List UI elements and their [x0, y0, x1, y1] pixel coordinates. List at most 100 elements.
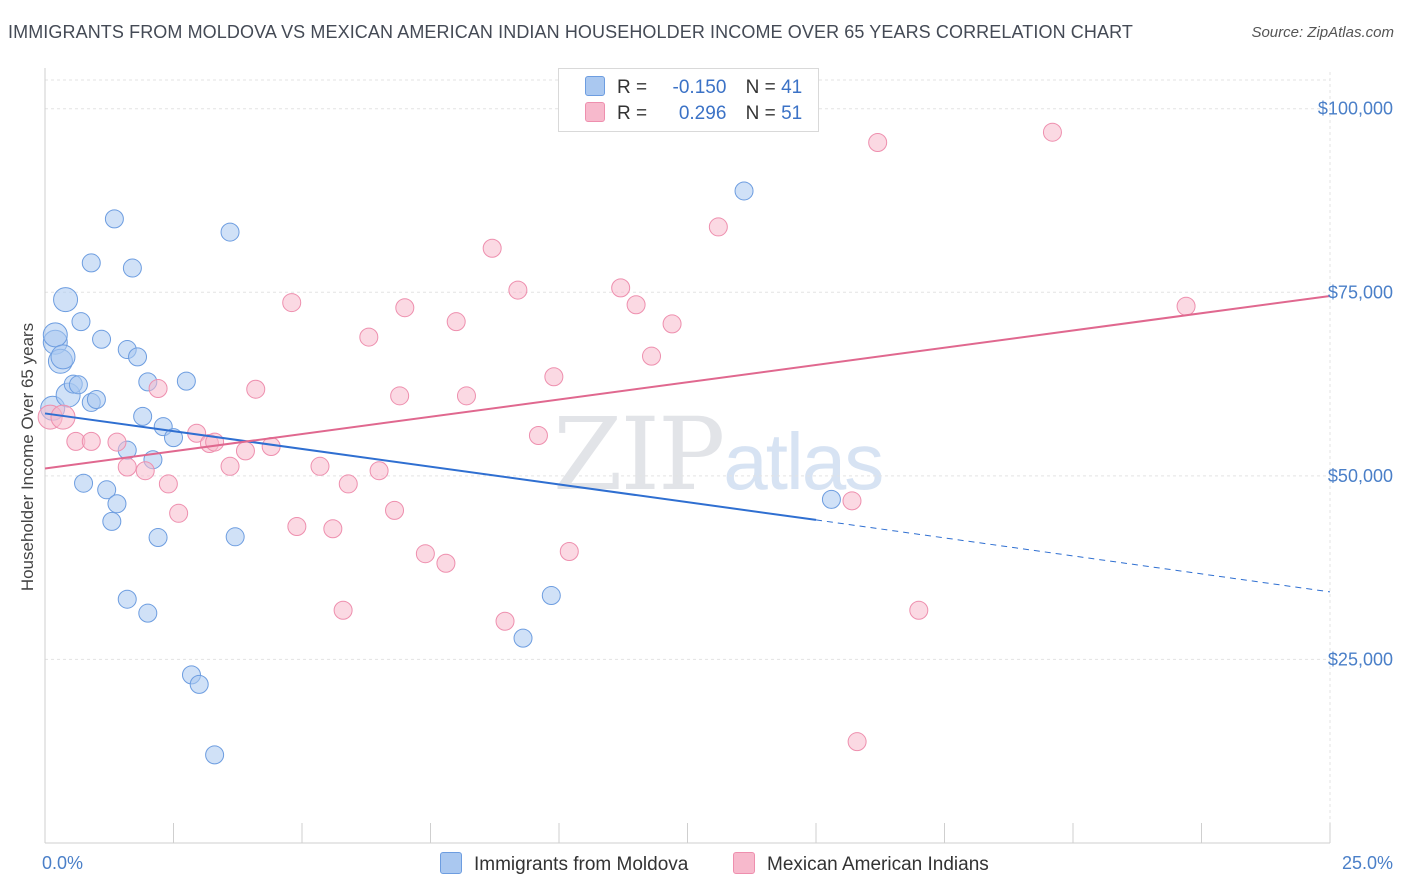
point-mexican	[446, 312, 466, 332]
legend-swatch-mexican	[585, 102, 605, 122]
point-moldova	[53, 287, 79, 313]
point-moldova	[86, 389, 106, 409]
trend-line-moldova	[44, 412, 817, 521]
point-moldova	[821, 489, 841, 509]
data-points	[37, 122, 1196, 765]
point-mexican	[482, 238, 502, 258]
watermark-atlas: atlas	[723, 417, 884, 506]
point-mexican	[847, 732, 867, 752]
point-moldova	[102, 511, 122, 531]
legend-row-moldova: R = -0.150 N = 41	[585, 76, 802, 100]
point-moldova	[97, 480, 117, 500]
x-tick-label: 25.0%	[1342, 853, 1393, 873]
point-moldova	[220, 222, 240, 242]
axes	[44, 68, 1331, 844]
point-mexican	[220, 456, 240, 476]
point-moldova	[71, 312, 91, 332]
point-mexican	[662, 314, 682, 334]
grid-lines	[45, 72, 1331, 843]
legend-swatch-moldova	[585, 76, 605, 96]
point-mexican	[333, 600, 353, 620]
point-mexican	[148, 378, 168, 398]
point-moldova	[74, 473, 94, 493]
legend-n-label: N =	[745, 77, 776, 98]
point-mexican	[508, 280, 528, 300]
point-mexican	[246, 379, 266, 399]
point-mexican	[611, 278, 631, 298]
trend-line-moldova-extension	[815, 519, 1331, 593]
point-mexican	[436, 553, 456, 573]
point-mexican	[390, 386, 410, 406]
point-moldova	[513, 628, 533, 648]
point-mexican	[107, 432, 127, 452]
series-label-mexican: Mexican American Indians	[767, 854, 989, 875]
y-tick-label: $100,000	[1318, 99, 1393, 119]
source-label: Source: ZipAtlas.com	[1251, 24, 1394, 41]
trend-lines	[44, 294, 1331, 593]
point-mexican	[135, 461, 155, 481]
chart-title: IMMIGRANTS FROM MOLDOVA VS MEXICAN AMERI…	[8, 22, 1133, 42]
x-tick-label: 0.0%	[42, 853, 83, 873]
point-mexican	[158, 474, 178, 494]
legend-n-label: N =	[745, 103, 776, 124]
y-tick-label: $25,000	[1328, 649, 1393, 669]
point-mexican	[1176, 296, 1196, 316]
watermark: ZIPatlas	[553, 396, 884, 513]
point-moldova	[50, 344, 76, 370]
legend-r-label: R =	[617, 77, 648, 98]
axis-labels: $25,000 $50,000 $75,000 $100,000 0.0% 25.0% Ho…	[18, 99, 1393, 873]
point-mexican	[323, 519, 343, 539]
y-axis-title: Householder Income Over 65 years	[18, 323, 37, 591]
point-mexican	[395, 298, 415, 318]
correlation-legend: R = -0.150 N = 41 R = 0.296 N = 51	[558, 68, 819, 132]
legend-r-value: 0.296	[673, 103, 727, 124]
y-tick-label: $50,000	[1328, 466, 1393, 486]
point-moldova	[189, 674, 209, 694]
point-mexican	[544, 367, 564, 387]
point-moldova	[117, 589, 137, 609]
point-mexican	[559, 541, 579, 561]
point-moldova	[176, 371, 196, 391]
point-moldova	[128, 347, 148, 367]
legend-n-value: 41	[781, 77, 803, 98]
point-mexican	[385, 500, 405, 520]
point-mexican	[338, 474, 358, 494]
point-moldova	[122, 258, 142, 278]
series-legend-moldova: Immigrants from Moldova	[440, 852, 688, 876]
series-legend-mexican: Mexican American Indians	[733, 852, 989, 876]
series-legend: Immigrants from Moldova Mexican American…	[0, 852, 1406, 878]
point-mexican	[310, 456, 330, 476]
y-tick-label: $75,000	[1328, 282, 1393, 302]
legend-row-mexican: R = 0.296 N = 51	[585, 102, 802, 126]
trend-line-mexican	[44, 294, 1331, 470]
point-mexican	[359, 327, 379, 347]
point-mexican	[842, 491, 862, 511]
point-mexican	[626, 295, 646, 315]
legend-r-value: -0.150	[672, 77, 727, 98]
point-mexican	[495, 611, 515, 631]
point-moldova	[104, 209, 124, 229]
point-moldova	[148, 528, 168, 548]
point-mexican	[369, 461, 389, 481]
point-mexican	[235, 441, 255, 461]
point-mexican	[81, 431, 101, 451]
point-moldova	[133, 406, 153, 426]
point-moldova	[92, 329, 112, 349]
point-moldova	[225, 527, 245, 547]
point-mexican	[287, 517, 307, 537]
series-swatch-moldova	[440, 852, 462, 874]
point-moldova	[138, 603, 158, 623]
point-mexican	[708, 217, 728, 237]
point-moldova	[68, 375, 88, 395]
point-mexican	[456, 386, 476, 406]
point-moldova	[81, 253, 101, 273]
point-moldova	[42, 322, 68, 348]
point-moldova	[205, 745, 225, 765]
point-mexican	[909, 600, 929, 620]
point-moldova	[164, 428, 183, 448]
point-mexican	[642, 346, 662, 366]
point-mexican	[868, 132, 888, 152]
legend-r-label: R =	[617, 103, 648, 124]
point-mexican	[415, 544, 435, 564]
